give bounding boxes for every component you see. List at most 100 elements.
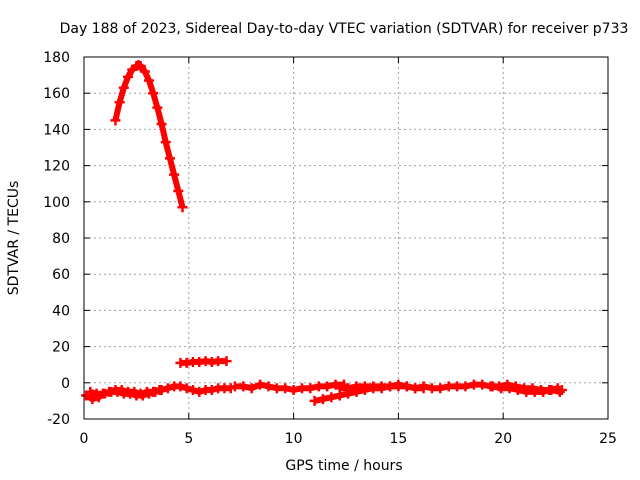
x-tick-label: 15 — [389, 431, 407, 447]
data-point — [468, 379, 479, 390]
series-arc-mid — [175, 356, 232, 368]
y-axis-label: SDTVAR / TECUs — [6, 181, 22, 296]
data-point — [385, 381, 396, 392]
series-arc-low-3 — [229, 379, 349, 396]
marks-layer — [81, 60, 567, 406]
data-point — [546, 385, 557, 396]
y-tick-label: 40 — [52, 303, 70, 319]
data-point — [512, 385, 523, 396]
data-point — [401, 381, 412, 392]
y-tick-label: 180 — [43, 50, 70, 66]
data-point — [305, 383, 316, 394]
data-point — [177, 202, 188, 213]
y-tick-label: -20 — [47, 412, 70, 428]
data-point — [322, 381, 333, 392]
data-point — [529, 386, 540, 397]
data-point — [154, 385, 165, 396]
data-point — [148, 386, 159, 397]
data-point — [496, 383, 507, 394]
data-point — [229, 381, 240, 392]
data-point — [152, 102, 163, 113]
y-tick-label: 20 — [52, 340, 70, 356]
data-point — [368, 381, 379, 392]
data-point — [139, 66, 150, 77]
y-tick-label: 100 — [43, 195, 70, 211]
series-arc-low-6 — [487, 381, 565, 397]
data-point — [143, 75, 154, 86]
data-point — [169, 169, 180, 180]
data-point — [288, 385, 299, 396]
data-point — [538, 386, 549, 397]
y-tick-label: 80 — [52, 231, 70, 247]
data-point — [135, 61, 146, 72]
data-point — [255, 379, 266, 390]
data-point — [162, 383, 173, 394]
data-point — [326, 392, 337, 403]
data-point — [114, 97, 125, 108]
data-point — [123, 71, 134, 82]
data-point — [173, 185, 184, 196]
plot-frame — [83, 56, 609, 420]
data-point — [477, 379, 488, 390]
data-point — [487, 381, 498, 392]
data-point — [359, 381, 370, 392]
data-point — [129, 386, 140, 397]
data-point — [554, 386, 565, 397]
data-point — [135, 388, 146, 399]
data-point — [181, 383, 192, 394]
data-point — [160, 137, 171, 148]
data-point — [280, 383, 291, 394]
data-point — [460, 381, 471, 392]
data-point — [104, 386, 115, 397]
data-point — [296, 383, 307, 394]
data-point — [309, 395, 320, 406]
data-point — [194, 386, 205, 397]
data-point — [238, 381, 249, 392]
data-point — [110, 115, 121, 126]
y-tick-label: 160 — [43, 86, 70, 102]
data-point — [313, 381, 324, 392]
x-tick-label: 20 — [494, 431, 512, 447]
data-point — [443, 381, 454, 392]
data-point — [343, 383, 354, 394]
data-point — [317, 394, 328, 405]
data-point — [263, 381, 274, 392]
data-point — [521, 386, 532, 397]
series-arc-high — [110, 60, 188, 213]
data-point — [187, 385, 198, 396]
data-point — [426, 383, 437, 394]
y-tick-label: 120 — [43, 159, 70, 175]
data-point — [213, 356, 224, 367]
x-tick-label: 25 — [599, 431, 617, 447]
data-point — [175, 381, 186, 392]
data-point — [393, 379, 404, 390]
x-tick-label: 10 — [285, 431, 303, 447]
data-point — [97, 388, 108, 399]
data-point — [334, 383, 345, 394]
x-tick-label: 5 — [184, 431, 193, 447]
grid-layer — [84, 57, 608, 419]
data-point — [351, 381, 362, 392]
data-point — [85, 386, 96, 397]
data-point — [156, 118, 167, 129]
data-point — [87, 394, 98, 405]
series-arc-low-2 — [85, 385, 165, 399]
tick-label-layer: 0 5 10 15 20 25 -20 0 20 40 60 80 100 120 140 160 180 — [43, 50, 617, 447]
data-point — [221, 356, 232, 367]
data-point — [118, 82, 129, 93]
data-point — [271, 383, 282, 394]
y-tick-label: 140 — [43, 122, 70, 138]
chart-title: Day 188 of 2023, Sidereal Day-to-day VTE… — [60, 21, 629, 37]
data-point — [418, 381, 429, 392]
data-point — [452, 381, 463, 392]
data-point — [164, 153, 175, 164]
x-tick-label: 0 — [80, 431, 89, 447]
data-point — [435, 383, 446, 394]
x-axis-label: GPS time / hours — [285, 458, 402, 474]
data-point — [206, 385, 217, 396]
data-point — [376, 381, 387, 392]
data-point — [410, 383, 421, 394]
y-tick-label: 0 — [61, 376, 70, 392]
